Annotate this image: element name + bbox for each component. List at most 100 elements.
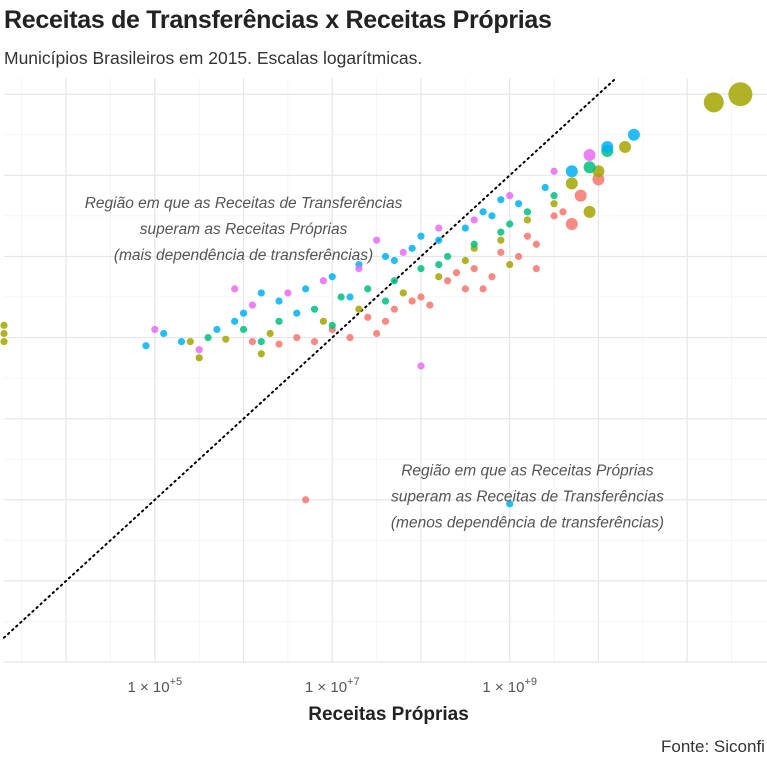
data-point xyxy=(346,333,354,342)
data-point xyxy=(417,232,425,240)
data-point xyxy=(565,177,578,190)
data-point xyxy=(248,338,257,346)
data-point xyxy=(390,256,398,265)
x-axis-label: Receitas Próprias xyxy=(308,704,469,725)
data-point xyxy=(435,273,443,281)
data-point xyxy=(550,167,558,175)
data-point xyxy=(523,208,532,216)
data-point xyxy=(142,342,150,350)
data-point xyxy=(346,293,354,301)
x-tick-label: 1 × 10+9 xyxy=(482,676,537,696)
data-point xyxy=(399,248,407,256)
data-point xyxy=(373,329,381,338)
x-tick-label: 1 × 10+5 xyxy=(127,676,182,696)
data-point xyxy=(426,301,434,309)
data-point xyxy=(319,277,327,285)
data-point xyxy=(435,260,443,269)
data-point xyxy=(532,240,540,248)
annotations: Região em que as Receitas de Transferênc… xyxy=(85,195,664,532)
data-point xyxy=(160,329,168,338)
data-point xyxy=(497,248,505,256)
data-point xyxy=(364,313,372,321)
data-point xyxy=(470,240,478,248)
data-point xyxy=(151,325,159,334)
data-point xyxy=(195,346,203,354)
data-point xyxy=(583,149,596,162)
data-point xyxy=(257,338,265,346)
data-point xyxy=(239,325,248,334)
data-point xyxy=(408,297,416,305)
data-points xyxy=(0,82,753,508)
source-caption: Fonte: Siconfi xyxy=(661,737,765,756)
x-axis-ticks: 1 × 10+5 1 × 10+7 1 × 10+9 xyxy=(127,676,537,696)
data-point xyxy=(310,338,319,346)
data-point xyxy=(417,265,425,273)
annotation-line: (menos dependência de transferências) xyxy=(391,514,664,531)
data-point xyxy=(559,208,567,216)
chart-title: Receitas de Transferências x Receitas Pr… xyxy=(4,6,552,34)
data-point xyxy=(627,128,640,141)
data-point xyxy=(479,285,487,293)
data-point xyxy=(565,218,578,230)
data-point xyxy=(257,289,265,297)
data-point xyxy=(355,265,363,273)
annotation-line: Região em que as Receitas Próprias xyxy=(401,462,654,479)
data-point xyxy=(293,309,301,317)
data-point xyxy=(417,362,425,370)
x-tick-label: 1 × 10+7 xyxy=(305,676,360,696)
data-point xyxy=(275,317,283,325)
data-point xyxy=(506,260,514,269)
annotation-line: superam as Receitas Próprias xyxy=(140,221,348,238)
data-point xyxy=(319,317,327,325)
data-point xyxy=(381,297,390,305)
data-point xyxy=(195,354,203,362)
data-point xyxy=(257,350,265,358)
data-point xyxy=(470,265,478,273)
data-point xyxy=(523,216,532,224)
data-point xyxy=(248,301,257,309)
data-point xyxy=(488,273,496,281)
data-point xyxy=(302,496,310,504)
data-point xyxy=(364,285,372,293)
data-point xyxy=(408,244,416,252)
data-point xyxy=(565,165,578,178)
data-point xyxy=(266,329,274,338)
data-point xyxy=(231,285,239,293)
data-point xyxy=(497,196,505,204)
data-point xyxy=(337,293,345,301)
data-point xyxy=(293,333,301,342)
identity-line xyxy=(3,77,618,639)
data-point xyxy=(0,321,8,329)
data-point xyxy=(373,236,381,244)
data-point xyxy=(574,189,587,202)
data-point xyxy=(435,224,443,232)
data-point xyxy=(328,321,336,329)
data-point xyxy=(177,338,186,346)
data-point xyxy=(461,285,469,293)
data-point xyxy=(328,273,336,281)
data-point xyxy=(728,82,753,107)
data-point xyxy=(619,140,632,153)
data-point xyxy=(506,500,514,508)
data-point xyxy=(275,340,283,348)
chart-subtitle: Municípios Brasileiros em 2015. Escalas … xyxy=(4,48,423,68)
data-point xyxy=(186,338,194,346)
data-point xyxy=(488,212,496,220)
data-point xyxy=(275,297,283,305)
data-point xyxy=(506,192,514,200)
data-point xyxy=(703,92,724,113)
data-point xyxy=(497,228,505,236)
data-point xyxy=(381,317,390,325)
data-point xyxy=(514,200,523,208)
data-point xyxy=(541,183,549,192)
data-point xyxy=(583,161,596,174)
data-point xyxy=(444,252,452,261)
data-point xyxy=(470,216,478,224)
data-point xyxy=(390,305,398,313)
data-point xyxy=(514,252,523,261)
data-point xyxy=(497,236,505,244)
data-point xyxy=(231,317,239,325)
annotation-line: superam as Receitas de Transferências xyxy=(391,488,664,505)
data-point xyxy=(213,325,221,334)
